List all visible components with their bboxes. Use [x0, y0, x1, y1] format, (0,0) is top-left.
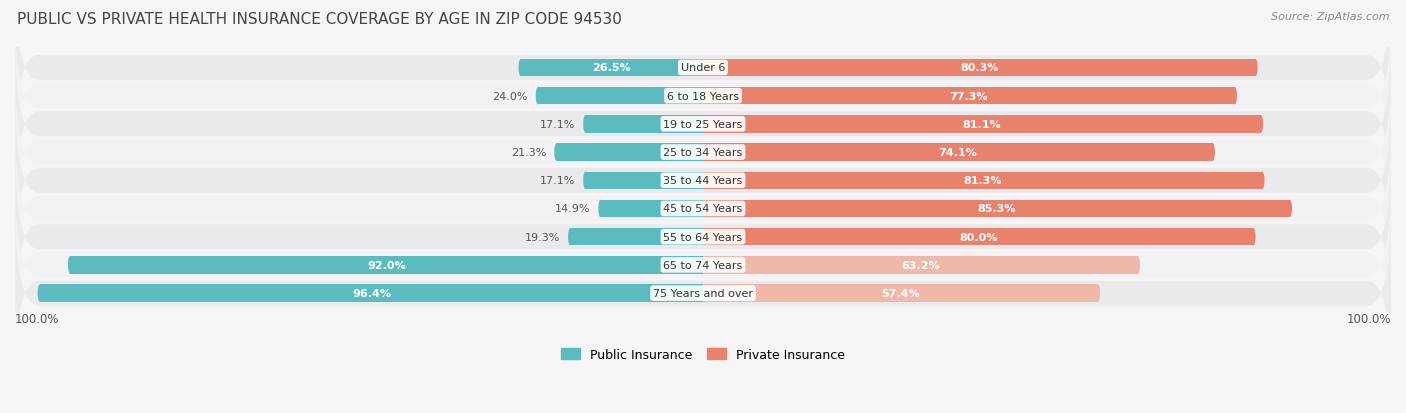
Circle shape: [583, 172, 588, 190]
Circle shape: [1136, 256, 1140, 274]
FancyBboxPatch shape: [15, 151, 1391, 323]
Text: 80.3%: 80.3%: [960, 63, 998, 73]
Text: 96.4%: 96.4%: [352, 288, 391, 298]
Text: 65 to 74 Years: 65 to 74 Years: [664, 260, 742, 270]
Text: 55 to 64 Years: 55 to 64 Years: [664, 232, 742, 242]
Circle shape: [583, 116, 588, 133]
Text: 17.1%: 17.1%: [540, 119, 575, 130]
Circle shape: [1233, 88, 1237, 105]
Circle shape: [554, 144, 558, 161]
Text: 77.3%: 77.3%: [949, 91, 988, 102]
Bar: [538, 88, 703, 105]
Text: 26.5%: 26.5%: [592, 63, 631, 73]
Text: 19.3%: 19.3%: [524, 232, 560, 242]
Circle shape: [1258, 116, 1263, 133]
FancyBboxPatch shape: [15, 0, 1391, 154]
Text: 81.3%: 81.3%: [963, 176, 1002, 186]
Bar: [703, 172, 1263, 190]
Circle shape: [38, 285, 42, 302]
FancyBboxPatch shape: [15, 66, 1391, 239]
Bar: [585, 116, 703, 133]
Circle shape: [1251, 228, 1256, 246]
Bar: [571, 228, 703, 246]
Bar: [520, 59, 703, 77]
Circle shape: [1253, 59, 1257, 77]
FancyBboxPatch shape: [15, 179, 1391, 351]
Bar: [703, 144, 1213, 161]
Text: Under 6: Under 6: [681, 63, 725, 73]
Text: PUBLIC VS PRIVATE HEALTH INSURANCE COVERAGE BY AGE IN ZIP CODE 94530: PUBLIC VS PRIVATE HEALTH INSURANCE COVER…: [17, 12, 621, 27]
Text: 19 to 25 Years: 19 to 25 Years: [664, 119, 742, 130]
FancyBboxPatch shape: [15, 10, 1391, 183]
Circle shape: [1211, 144, 1215, 161]
Text: 92.0%: 92.0%: [367, 260, 406, 270]
FancyBboxPatch shape: [15, 123, 1391, 295]
Bar: [585, 172, 703, 190]
FancyBboxPatch shape: [15, 95, 1391, 267]
Bar: [70, 256, 703, 274]
Text: 57.4%: 57.4%: [882, 288, 920, 298]
FancyBboxPatch shape: [15, 38, 1391, 211]
Bar: [703, 256, 1137, 274]
Text: 6 to 18 Years: 6 to 18 Years: [666, 91, 740, 102]
Text: 81.1%: 81.1%: [963, 119, 1001, 130]
Text: 63.2%: 63.2%: [901, 260, 939, 270]
Text: 75 Years and over: 75 Years and over: [652, 288, 754, 298]
Text: 25 to 34 Years: 25 to 34 Years: [664, 148, 742, 158]
Text: 85.3%: 85.3%: [977, 204, 1015, 214]
Bar: [703, 285, 1098, 302]
Legend: Public Insurance, Private Insurance: Public Insurance, Private Insurance: [555, 343, 851, 366]
Text: 17.1%: 17.1%: [540, 176, 575, 186]
Text: 100.0%: 100.0%: [15, 313, 59, 325]
FancyBboxPatch shape: [15, 207, 1391, 380]
Circle shape: [599, 200, 603, 218]
Bar: [600, 200, 703, 218]
Text: 45 to 54 Years: 45 to 54 Years: [664, 204, 742, 214]
Circle shape: [519, 59, 523, 77]
Circle shape: [536, 88, 540, 105]
Text: 80.0%: 80.0%: [959, 232, 997, 242]
Circle shape: [1288, 200, 1292, 218]
Bar: [703, 200, 1289, 218]
Circle shape: [1095, 285, 1099, 302]
Bar: [557, 144, 703, 161]
Circle shape: [1260, 172, 1264, 190]
Text: Source: ZipAtlas.com: Source: ZipAtlas.com: [1271, 12, 1389, 22]
Text: 35 to 44 Years: 35 to 44 Years: [664, 176, 742, 186]
Text: 21.3%: 21.3%: [510, 148, 546, 158]
Text: 24.0%: 24.0%: [492, 91, 527, 102]
Bar: [703, 116, 1261, 133]
Circle shape: [67, 256, 72, 274]
Text: 74.1%: 74.1%: [939, 148, 977, 158]
Text: 100.0%: 100.0%: [1347, 313, 1391, 325]
Bar: [703, 59, 1256, 77]
Bar: [703, 88, 1234, 105]
Bar: [703, 228, 1253, 246]
Circle shape: [568, 228, 572, 246]
Text: 14.9%: 14.9%: [555, 204, 591, 214]
Bar: [39, 285, 703, 302]
